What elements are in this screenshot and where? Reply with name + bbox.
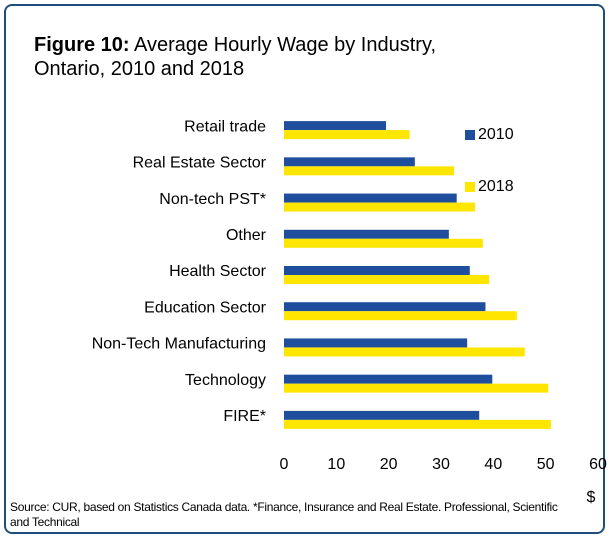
y-tick-label: Non-tech PST* xyxy=(159,191,266,208)
x-tick-label: 0 xyxy=(280,456,289,473)
bar xyxy=(284,130,410,140)
y-tick-label: Retail trade xyxy=(184,118,266,135)
bar xyxy=(284,302,486,312)
bar xyxy=(284,157,415,167)
y-tick-label: Real Estate Sector xyxy=(133,155,267,172)
x-axis-label: $ xyxy=(587,489,596,506)
x-tick-label: 60 xyxy=(589,456,607,473)
y-tick-label: Other xyxy=(226,227,267,244)
bar xyxy=(284,229,449,239)
frame xyxy=(4,4,605,534)
bar xyxy=(284,374,493,384)
x-tick-label: 40 xyxy=(484,456,502,473)
x-tick-label: 10 xyxy=(327,456,345,473)
x-tick-label: 30 xyxy=(432,456,450,473)
bar xyxy=(284,238,483,248)
y-tick-label: Technology xyxy=(185,372,266,389)
bar xyxy=(284,121,387,131)
y-tick-label: Health Sector xyxy=(169,263,267,280)
bar xyxy=(284,275,490,284)
bar xyxy=(284,311,517,321)
x-tick-label: 20 xyxy=(380,456,398,473)
bar xyxy=(284,383,549,393)
bar xyxy=(284,419,551,429)
y-tick-label: FIRE* xyxy=(223,408,266,425)
y-tick-label: Education Sector xyxy=(144,299,267,316)
legend-label: 2010 xyxy=(478,126,514,143)
bar xyxy=(284,347,525,357)
chart-title: Figure 10: Average Hourly Wage by Indust… xyxy=(34,33,474,81)
y-tick-label: Non-Tech Manufacturing xyxy=(92,336,266,353)
bar xyxy=(284,193,457,203)
x-tick-label: 50 xyxy=(537,456,555,473)
legend-label: 2018 xyxy=(478,178,514,195)
bar xyxy=(284,166,455,176)
bar xyxy=(284,410,480,420)
bar xyxy=(284,202,476,212)
figure-label: Figure 10: xyxy=(34,34,130,56)
title-text: Average Hourly Wage by Industry, Ontario… xyxy=(34,34,437,80)
bar xyxy=(284,338,468,348)
source-note: Source: CUR, based on Statistics Canada … xyxy=(10,500,558,529)
bar xyxy=(284,266,470,275)
legend-swatch xyxy=(465,182,475,192)
legend-swatch xyxy=(465,130,475,140)
